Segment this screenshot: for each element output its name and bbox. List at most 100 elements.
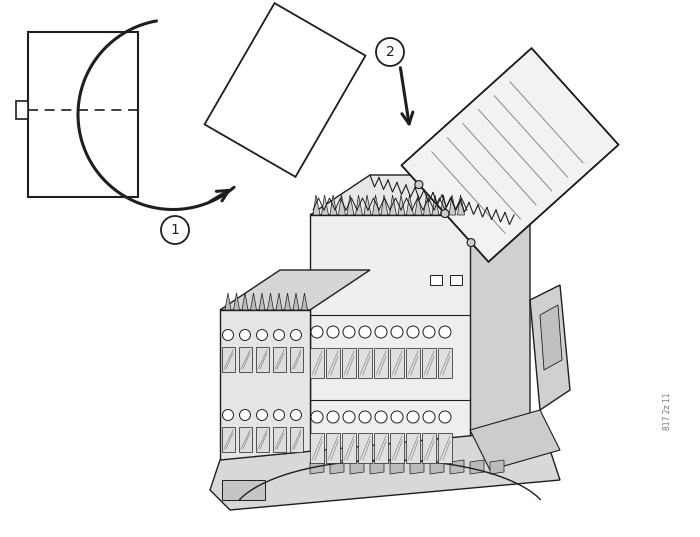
Polygon shape bbox=[438, 433, 452, 463]
Circle shape bbox=[327, 411, 339, 423]
Polygon shape bbox=[326, 348, 340, 378]
Bar bbox=[450, 275, 462, 285]
Polygon shape bbox=[406, 348, 420, 378]
Circle shape bbox=[359, 411, 371, 423]
Polygon shape bbox=[350, 460, 364, 474]
Circle shape bbox=[375, 326, 387, 338]
Circle shape bbox=[375, 411, 387, 423]
Polygon shape bbox=[339, 195, 346, 215]
Polygon shape bbox=[390, 433, 404, 463]
Circle shape bbox=[467, 238, 475, 246]
Polygon shape bbox=[402, 48, 619, 262]
Circle shape bbox=[439, 326, 451, 338]
Polygon shape bbox=[374, 433, 388, 463]
Polygon shape bbox=[440, 195, 447, 215]
Polygon shape bbox=[273, 347, 286, 372]
Polygon shape bbox=[210, 430, 560, 510]
Polygon shape bbox=[490, 460, 504, 474]
Polygon shape bbox=[342, 348, 356, 378]
Polygon shape bbox=[540, 305, 562, 370]
Polygon shape bbox=[302, 293, 307, 310]
Polygon shape bbox=[225, 293, 231, 310]
Polygon shape bbox=[310, 433, 324, 463]
Polygon shape bbox=[313, 195, 320, 215]
Polygon shape bbox=[239, 347, 252, 372]
Polygon shape bbox=[372, 195, 379, 215]
Polygon shape bbox=[358, 433, 372, 463]
Circle shape bbox=[343, 326, 355, 338]
Circle shape bbox=[327, 326, 339, 338]
Text: 817 2z 11: 817 2z 11 bbox=[664, 393, 673, 430]
Polygon shape bbox=[330, 195, 337, 215]
Circle shape bbox=[223, 330, 234, 340]
Circle shape bbox=[274, 410, 284, 420]
Polygon shape bbox=[28, 32, 138, 197]
Polygon shape bbox=[293, 293, 299, 310]
Circle shape bbox=[407, 326, 419, 338]
Circle shape bbox=[441, 209, 449, 217]
Polygon shape bbox=[358, 348, 372, 378]
Polygon shape bbox=[310, 215, 470, 460]
Polygon shape bbox=[381, 195, 388, 215]
Circle shape bbox=[423, 411, 435, 423]
Polygon shape bbox=[364, 195, 371, 215]
Polygon shape bbox=[458, 195, 465, 215]
Polygon shape bbox=[204, 3, 365, 177]
Text: 2: 2 bbox=[386, 45, 394, 59]
Circle shape bbox=[290, 330, 302, 340]
Circle shape bbox=[311, 326, 323, 338]
Polygon shape bbox=[370, 460, 384, 474]
Polygon shape bbox=[347, 195, 354, 215]
Polygon shape bbox=[432, 195, 439, 215]
Polygon shape bbox=[222, 480, 265, 500]
Circle shape bbox=[290, 410, 302, 420]
Circle shape bbox=[223, 410, 234, 420]
Circle shape bbox=[239, 330, 251, 340]
Polygon shape bbox=[422, 348, 436, 378]
Polygon shape bbox=[470, 460, 484, 474]
Polygon shape bbox=[326, 433, 340, 463]
Polygon shape bbox=[424, 195, 430, 215]
Polygon shape bbox=[284, 293, 290, 310]
Polygon shape bbox=[470, 410, 560, 470]
Circle shape bbox=[439, 411, 451, 423]
Polygon shape bbox=[422, 433, 436, 463]
Polygon shape bbox=[16, 100, 28, 119]
Circle shape bbox=[423, 326, 435, 338]
Circle shape bbox=[359, 326, 371, 338]
Polygon shape bbox=[342, 433, 356, 463]
Polygon shape bbox=[234, 293, 239, 310]
Polygon shape bbox=[256, 427, 269, 452]
Polygon shape bbox=[251, 293, 256, 310]
Circle shape bbox=[391, 326, 403, 338]
Polygon shape bbox=[256, 347, 269, 372]
Circle shape bbox=[343, 411, 355, 423]
Polygon shape bbox=[415, 195, 422, 215]
Polygon shape bbox=[390, 348, 404, 378]
Polygon shape bbox=[430, 460, 444, 474]
Polygon shape bbox=[310, 460, 324, 474]
Bar bbox=[430, 275, 442, 285]
Polygon shape bbox=[398, 195, 405, 215]
Polygon shape bbox=[374, 348, 388, 378]
Polygon shape bbox=[410, 460, 424, 474]
Polygon shape bbox=[389, 195, 396, 215]
Circle shape bbox=[256, 330, 267, 340]
Polygon shape bbox=[290, 347, 303, 372]
Polygon shape bbox=[267, 293, 274, 310]
Polygon shape bbox=[449, 195, 456, 215]
Polygon shape bbox=[450, 460, 464, 474]
Text: 1: 1 bbox=[171, 223, 179, 237]
Polygon shape bbox=[330, 460, 344, 474]
Circle shape bbox=[161, 216, 189, 244]
Polygon shape bbox=[222, 427, 235, 452]
Polygon shape bbox=[222, 347, 235, 372]
Circle shape bbox=[274, 330, 284, 340]
Polygon shape bbox=[390, 460, 404, 474]
Polygon shape bbox=[273, 427, 286, 452]
Polygon shape bbox=[276, 293, 282, 310]
Polygon shape bbox=[407, 195, 414, 215]
Polygon shape bbox=[310, 348, 324, 378]
Polygon shape bbox=[356, 195, 363, 215]
Polygon shape bbox=[470, 175, 530, 460]
